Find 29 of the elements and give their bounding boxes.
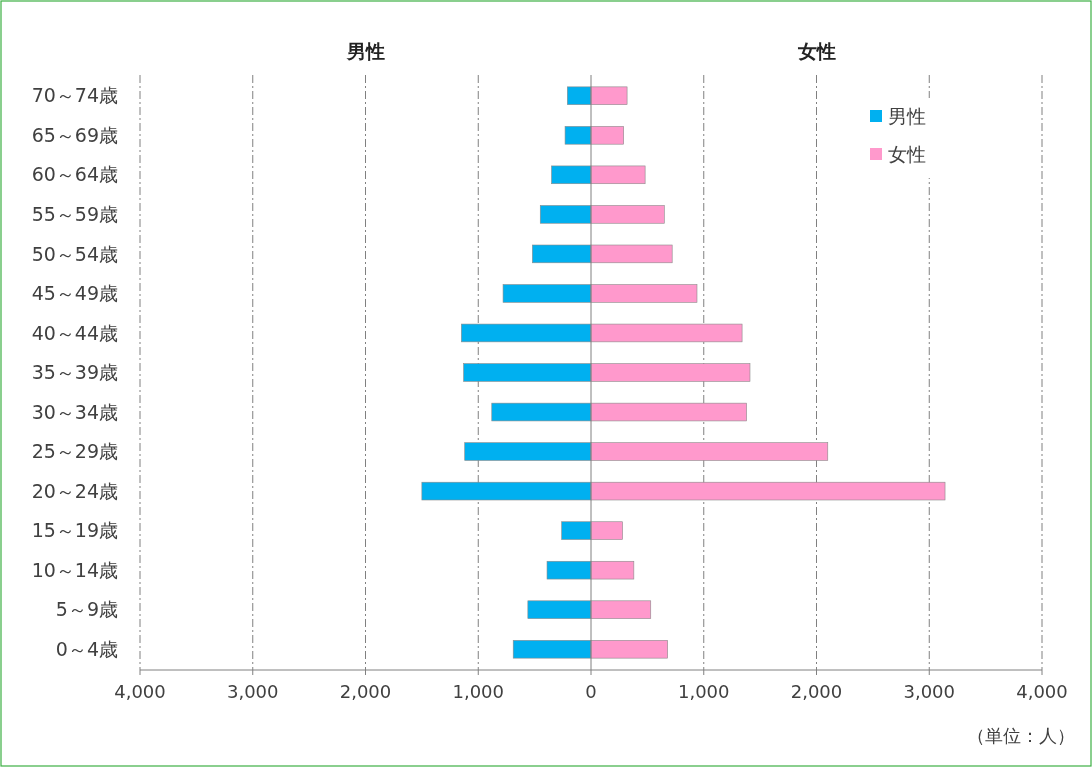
y-tick-label: 35～39歳: [31, 361, 118, 384]
y-tick-label: 5～9歳: [55, 598, 118, 621]
y-tick-label: 45～49歳: [31, 282, 118, 305]
x-tick-label: 4,000: [1016, 681, 1068, 702]
x-tick-label: 4,000: [114, 681, 166, 702]
x-tick-label: 3,000: [903, 681, 956, 702]
y-tick-label: 50～54歳: [31, 242, 118, 265]
y-tick-label: 15～19歳: [31, 519, 118, 542]
y-tick-label: 30～34歳: [31, 400, 118, 423]
y-tick-label: 55～59歳: [31, 203, 118, 226]
text: （単位：人）: [967, 725, 1075, 746]
y-tick-label: 25～29歳: [31, 440, 118, 463]
y-tick-label: 40～44歳: [31, 321, 118, 344]
y-tick-label: 65～69歳: [31, 123, 118, 146]
legend-label: 女性: [888, 142, 926, 165]
y-tick-label: 70～74歳: [31, 84, 118, 107]
x-tick-label: 1,000: [677, 681, 730, 702]
legend-label: 男性: [888, 104, 926, 127]
text: 女性: [796, 40, 836, 62]
y-tick-label: 20～24歳: [31, 479, 118, 502]
x-tick-label: 2,000: [339, 681, 392, 702]
y-tick-label: 0～4歳: [55, 637, 118, 660]
x-tick-label: 1,000: [452, 681, 505, 702]
x-tick-label: 3,000: [226, 681, 279, 702]
y-tick-label: 60～64歳: [31, 163, 118, 186]
text: 男性: [345, 40, 385, 62]
y-tick-label: 10～14歳: [31, 558, 118, 581]
x-tick-label: 0: [585, 681, 597, 702]
x-tick-label: 2,000: [790, 681, 843, 702]
